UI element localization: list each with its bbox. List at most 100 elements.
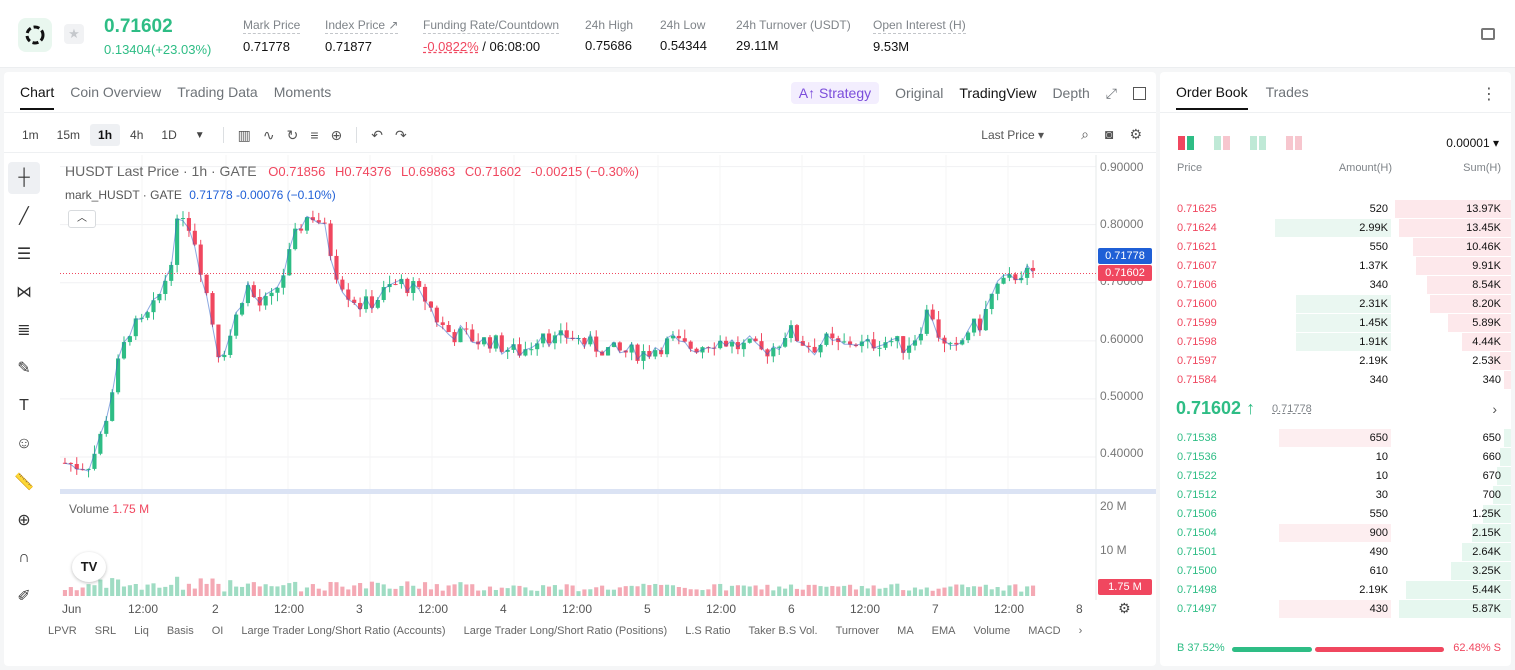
indicator-ma[interactable]: MA — [897, 625, 914, 637]
view-bids-icon[interactable] — [1250, 136, 1266, 150]
amount-depth-bar — [1278, 524, 1391, 542]
precision-select[interactable]: 0.00001 ▾ — [1446, 136, 1499, 150]
tradingview-logo[interactable]: TV — [72, 552, 106, 582]
pattern-icon[interactable]: ⋈ — [16, 284, 32, 301]
interval-4h[interactable]: 4h — [130, 128, 144, 142]
tab-trading-data[interactable]: Trading Data — [177, 84, 258, 100]
x-tick: 3 — [356, 602, 363, 616]
search-icon[interactable]: ⌕ — [1081, 126, 1089, 142]
indicators-icon[interactable]: ∿ — [262, 126, 275, 143]
price-source-select[interactable]: Last Price ▾ — [981, 128, 1044, 142]
bid-row[interactable]: 0.71498 2.19K 5.44K — [1160, 581, 1511, 600]
more-options-icon[interactable]: ⋮ — [1481, 86, 1497, 103]
interval-1h[interactable]: 1h — [90, 124, 121, 146]
expand-icon[interactable]: ⤢ — [1105, 84, 1117, 101]
horizontal-lines-icon[interactable]: ☰ — [16, 246, 32, 263]
camera-icon[interactable]: ◙ — [1104, 126, 1114, 142]
stat-label[interactable]: Index Price ↗ — [325, 18, 399, 34]
ask-row[interactable]: 0.71624 2.99K 13.45K — [1160, 219, 1511, 238]
ask-row[interactable]: 0.71597 2.19K 2.53K — [1160, 352, 1511, 371]
bid-row[interactable]: 0.71497 430 5.87K — [1160, 600, 1511, 619]
stat-label[interactable]: Funding Rate/Countdown — [423, 18, 560, 34]
bid-row[interactable]: 0.71512 30 700 — [1160, 486, 1511, 505]
ask-row[interactable]: 0.71599 1.45K 5.89K — [1160, 314, 1511, 333]
ask-row[interactable]: 0.71625 520 13.97K — [1160, 200, 1511, 219]
indicator-lpvr[interactable]: LPVR — [48, 625, 77, 637]
interval-1m[interactable]: 1m — [22, 128, 39, 142]
book-icon[interactable] — [1481, 28, 1495, 40]
indicator-ls-positions[interactable]: Large Trader Long/Short Ratio (Positions… — [463, 625, 668, 637]
add-alert-icon[interactable]: ⊕ — [330, 126, 343, 143]
trendline-icon[interactable]: ╱ — [19, 208, 29, 225]
tab-depth[interactable]: Depth — [1052, 85, 1090, 101]
row-sum: 4.44K — [1472, 336, 1501, 348]
bid-row[interactable]: 0.71522 10 670 — [1160, 467, 1511, 486]
indicator-ema[interactable]: EMA — [931, 625, 956, 637]
amount-depth-bar — [1296, 333, 1391, 351]
tab-order-book[interactable]: Order Book — [1176, 84, 1248, 110]
chevron-right-icon[interactable]: › — [1078, 625, 1083, 637]
redo-icon[interactable]: ↷ — [395, 126, 407, 143]
ruler-icon[interactable]: 📏 — [14, 474, 34, 491]
chevron-right-icon[interactable]: › — [1492, 401, 1497, 417]
chart-settings-icon[interactable]: ⚙ — [1118, 600, 1131, 616]
templates-icon[interactable]: ≡ — [310, 127, 319, 143]
tab-coin-overview[interactable]: Coin Overview — [70, 84, 162, 100]
bid-row[interactable]: 0.71536 10 660 — [1160, 448, 1511, 467]
indicator-srl[interactable]: SRL — [94, 625, 117, 637]
interval-1d[interactable]: 1D — [161, 128, 177, 142]
tab-original[interactable]: Original — [895, 85, 944, 101]
text-icon[interactable]: T — [19, 397, 29, 414]
candles-icon[interactable]: ▥ — [237, 126, 251, 143]
fib-icon[interactable]: ≣ — [17, 322, 31, 339]
tab-chart[interactable]: Chart — [20, 84, 55, 110]
indicator-macd[interactable]: MACD — [1028, 625, 1061, 637]
view-asks-icon[interactable] — [1286, 136, 1302, 150]
undo-icon[interactable]: ↶ — [371, 126, 383, 143]
indicator-ls-accounts[interactable]: Large Trader Long/Short Ratio (Accounts) — [241, 625, 446, 637]
row-amount: 520 — [1369, 203, 1388, 215]
tab-tradingview[interactable]: TradingView — [959, 85, 1037, 101]
strategy-button[interactable]: A↑ Strategy — [790, 82, 880, 104]
stat-label[interactable]: Open Interest (H) — [873, 18, 966, 34]
ask-row[interactable]: 0.71621 550 10.46K — [1160, 238, 1511, 257]
chevron-down-icon[interactable]: ▼ — [194, 129, 205, 141]
window-icon[interactable] — [1133, 86, 1146, 100]
replay-icon[interactable]: ↻ — [286, 126, 299, 143]
brush-icon[interactable]: ✎ — [17, 360, 31, 377]
bid-row[interactable]: 0.71501 490 2.64K — [1160, 543, 1511, 562]
ask-row[interactable]: 0.71607 1.37K 9.91K — [1160, 257, 1511, 276]
volume-tag: 1.75 M — [1098, 579, 1152, 595]
indicator-turnover[interactable]: Turnover — [835, 625, 880, 637]
indicator-taker-vol[interactable]: Taker B.S Vol. — [748, 625, 818, 637]
ask-row[interactable]: 0.71600 2.31K 8.20K — [1160, 295, 1511, 314]
ask-row[interactable]: 0.71584 340 340 — [1160, 371, 1511, 390]
stat-label[interactable]: Mark Price — [243, 18, 301, 34]
crosshair-icon[interactable]: ┼ — [8, 162, 40, 194]
tab-moments[interactable]: Moments — [273, 84, 332, 100]
row-amount: 2.19K — [1359, 355, 1388, 367]
indicator-oi[interactable]: OI — [211, 625, 224, 637]
view-both-icon[interactable] — [1178, 136, 1194, 150]
bid-row[interactable]: 0.71504 900 2.15K — [1160, 524, 1511, 543]
ask-row[interactable]: 0.71598 1.91K 4.44K — [1160, 333, 1511, 352]
favorite-star-icon[interactable]: ★ — [64, 24, 84, 44]
view-mixed-icon[interactable] — [1214, 136, 1230, 150]
ask-row[interactable]: 0.71606 340 8.54K — [1160, 276, 1511, 295]
tab-trades[interactable]: Trades — [1265, 84, 1309, 100]
bid-row[interactable]: 0.71500 610 3.25K — [1160, 562, 1511, 581]
collapse-legend-button[interactable]: ︿ — [68, 210, 96, 228]
pane-separator[interactable] — [60, 489, 1156, 494]
indicator-ls-ratio[interactable]: L.S Ratio — [685, 625, 731, 637]
indicator-volume[interactable]: Volume — [973, 625, 1011, 637]
bid-row[interactable]: 0.71538 650 650 — [1160, 429, 1511, 448]
gear-icon[interactable]: ⚙ — [1129, 126, 1142, 142]
emoji-icon[interactable]: ☺ — [15, 435, 33, 452]
bid-row[interactable]: 0.71506 550 1.25K — [1160, 505, 1511, 524]
zoom-in-icon[interactable]: ⊕ — [17, 512, 31, 529]
indicator-basis[interactable]: Basis — [166, 625, 194, 637]
indicator-liq[interactable]: Liq — [134, 625, 149, 637]
pencil-lock-icon[interactable]: ✐ — [17, 588, 31, 605]
interval-15m[interactable]: 15m — [56, 128, 81, 142]
magnet-icon[interactable]: ∩ — [18, 549, 30, 566]
